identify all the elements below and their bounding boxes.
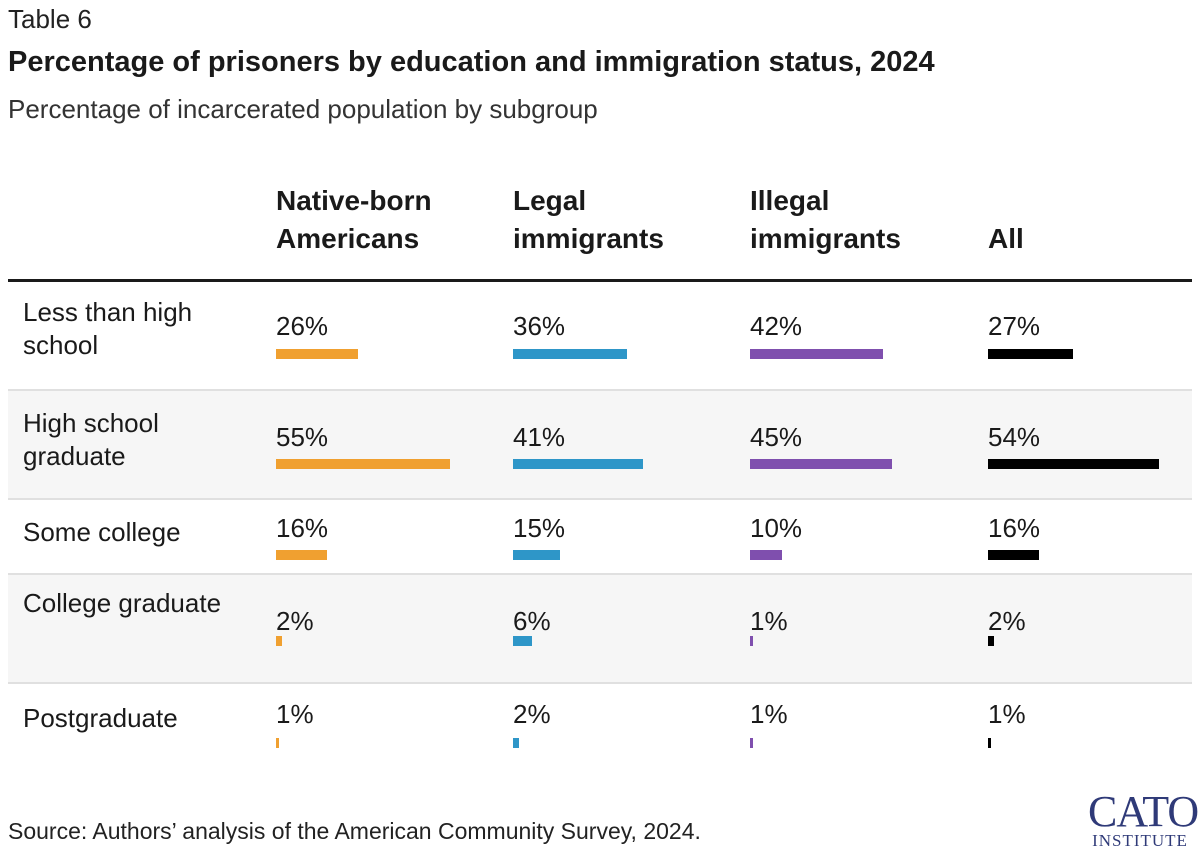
- cell-value-label: 1%: [750, 606, 788, 636]
- row-label: Postgraduate: [23, 703, 178, 733]
- cell-value-label: 55%: [276, 422, 329, 452]
- table-row: Postgraduate 1% 2% 1% 1%: [8, 682, 1192, 762]
- column-header-line2: immigrants: [750, 223, 901, 254]
- bar-native: [276, 349, 358, 359]
- table-row: College graduate 2% 6% 1% 2%: [8, 573, 1192, 682]
- bar-legal: [513, 550, 560, 560]
- cell-value-label: 2%: [988, 606, 1026, 636]
- column-header-line1: [988, 182, 1200, 220]
- bar-all: [988, 550, 1039, 560]
- column-header-line1: Illegal: [750, 185, 830, 216]
- bar-illegal: [750, 349, 883, 359]
- column-header-illegal-immigrants: Illegal immigrants: [750, 182, 970, 258]
- column-header-legal-immigrants: Legal immigrants: [513, 182, 733, 258]
- logo-wordmark: CATO: [1088, 787, 1199, 836]
- cell-value-label: 45%: [750, 422, 803, 452]
- cell-value-label: 42%: [750, 311, 803, 341]
- column-header-line2: immigrants: [513, 223, 664, 254]
- bar-legal: [513, 349, 627, 359]
- column-header-all: All: [988, 182, 1200, 258]
- bar-legal: [513, 459, 643, 469]
- cell-value-label: 16%: [276, 513, 329, 543]
- bar-native: [276, 636, 282, 646]
- logo-subtext: INSTITUTE: [1092, 831, 1188, 850]
- bar-legal: [513, 636, 532, 646]
- bar-native: [276, 738, 279, 748]
- bar-illegal: [750, 636, 753, 646]
- bar-illegal: [750, 738, 753, 748]
- cell-value-label: 1%: [276, 699, 314, 729]
- row-label: College graduate: [23, 588, 222, 618]
- chart-title: Percentage of prisoners by education and…: [8, 46, 935, 78]
- cell-value-label: 27%: [988, 311, 1041, 341]
- bar-all: [988, 349, 1073, 359]
- source-note: Source: Authors’ analysis of the America…: [8, 818, 701, 844]
- bar-illegal: [750, 550, 782, 560]
- cato-institute-logo: CATO INSTITUTE: [1088, 787, 1199, 856]
- column-header-line2: Americans: [276, 223, 420, 254]
- table-row: High school graduate 55% 41% 45% 54%: [8, 389, 1192, 498]
- table-label: Table 6: [8, 4, 92, 34]
- row-label: Less than high school: [23, 297, 193, 360]
- bar-all: [988, 636, 994, 646]
- table-row: Less than high school 26% 36% 42% 27%: [8, 282, 1192, 389]
- column-header-line1: Legal: [513, 185, 587, 216]
- cell-value-label: 1%: [988, 699, 1026, 729]
- row-label: High school graduate: [23, 408, 159, 471]
- bar-illegal: [750, 459, 892, 469]
- cell-value-label: 2%: [513, 699, 551, 729]
- column-header-line1: Native-born: [276, 185, 432, 216]
- bar-native: [276, 459, 450, 469]
- row-label: Some college: [23, 517, 181, 547]
- chart-subtitle: Percentage of incarcerated population by…: [8, 94, 598, 124]
- column-header-line2: All: [988, 223, 1024, 254]
- cell-value-label: 10%: [750, 513, 803, 543]
- cell-value-label: 36%: [513, 311, 566, 341]
- bar-legal: [513, 738, 519, 748]
- column-header-native-born: Native-born Americans: [276, 182, 496, 258]
- cell-value-label: 1%: [750, 699, 788, 729]
- cell-value-label: 16%: [988, 513, 1041, 543]
- cell-value-label: 2%: [276, 606, 314, 636]
- bar-all: [988, 459, 1159, 469]
- bar-native: [276, 550, 327, 560]
- table-row: Some college 16% 15% 10% 16%: [8, 498, 1192, 573]
- cell-value-label: 6%: [513, 606, 551, 636]
- cell-value-label: 41%: [513, 422, 566, 452]
- bar-all: [988, 738, 991, 748]
- cell-value-label: 54%: [988, 422, 1041, 452]
- cell-value-label: 26%: [276, 311, 329, 341]
- header-rule: [8, 279, 1192, 282]
- cell-value-label: 15%: [513, 513, 566, 543]
